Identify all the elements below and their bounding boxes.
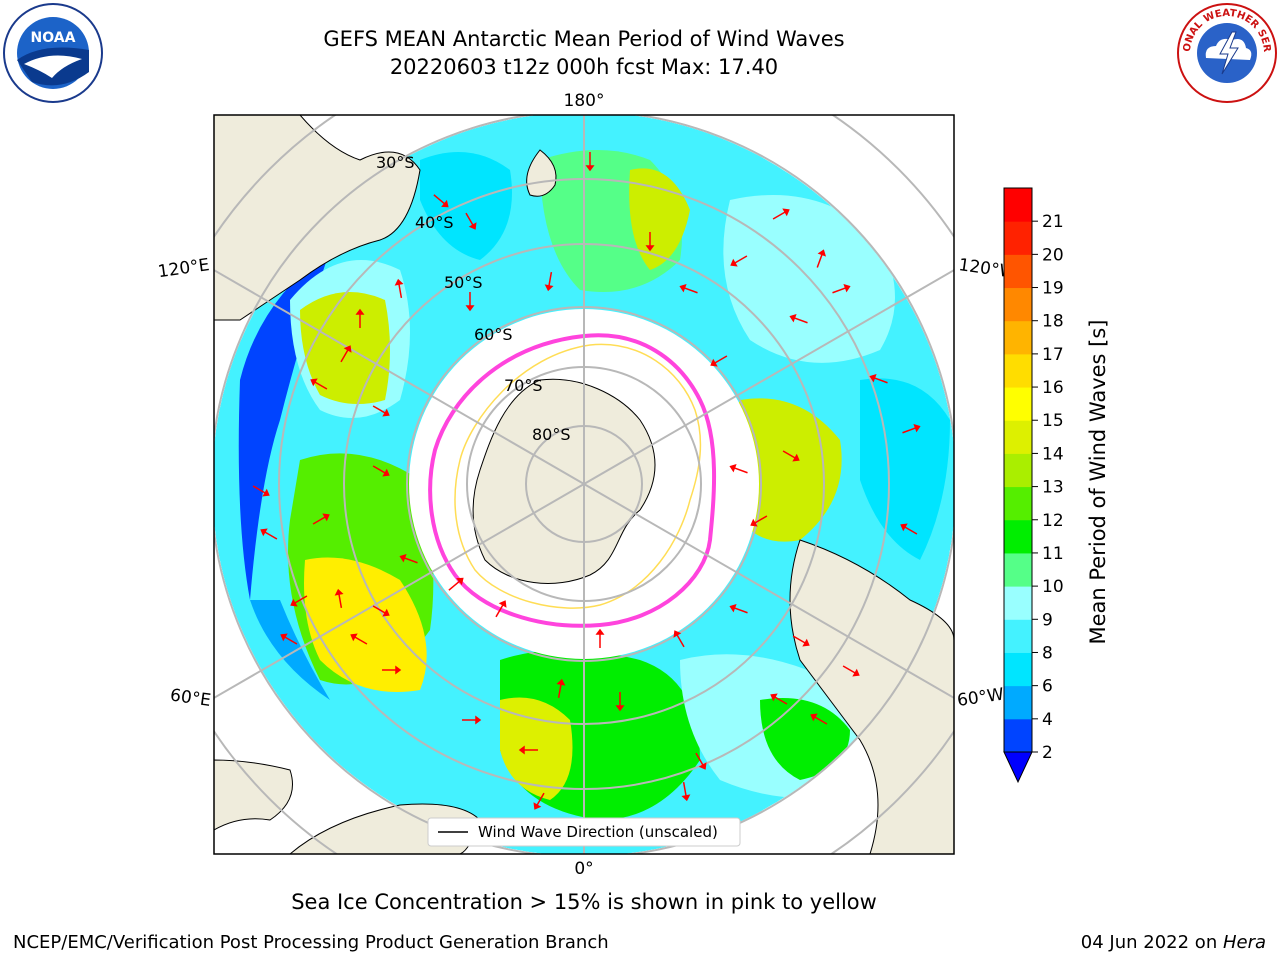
colorbar-tick-label: 16	[1042, 378, 1064, 398]
colorbar-band	[1004, 718, 1032, 753]
colorbar-band	[1004, 353, 1032, 388]
colorbar-tick-label: 10	[1042, 577, 1064, 597]
noaa-logo-text: NOAA	[31, 30, 76, 46]
lat-label-30s: 30°S	[376, 153, 415, 172]
colorbar-band	[1004, 287, 1032, 322]
colorbar-band	[1004, 453, 1032, 488]
lat-label-40s: 40°S	[415, 213, 454, 232]
footer-date: 04 Jun 2022 on Hera	[1080, 932, 1266, 953]
colorbar-band	[1004, 685, 1032, 720]
colorbar-tick-label: 13	[1042, 478, 1064, 498]
lon-label-bottom: 0°	[574, 859, 593, 879]
wind-arrows	[252, 152, 921, 810]
colorbar-extend-arrow	[1003, 751, 1033, 784]
colorbar-tick-label: 2	[1042, 743, 1053, 763]
footer-branch: NCEP/EMC/Verification Post Processing Pr…	[13, 932, 609, 953]
colorbar-band	[1004, 320, 1032, 355]
colorbar-tick-label: 6	[1042, 677, 1053, 697]
australia-land	[214, 115, 421, 321]
madagascar-land	[214, 759, 293, 831]
lon-label-60w: 60°W	[956, 685, 1005, 711]
colorbar-tick-label: 21	[1042, 212, 1064, 232]
new-zealand-land	[526, 149, 557, 197]
colorbar-tick-label: 15	[1042, 411, 1064, 431]
antarctica-land	[472, 378, 656, 584]
south-america-land	[789, 539, 954, 854]
legend-label: Wind Wave Direction (unscaled)	[478, 823, 718, 841]
lat-label-50s: 50°S	[444, 273, 483, 292]
lon-label-120e: 120°E	[157, 255, 211, 282]
colorbar-band	[1004, 619, 1032, 653]
colorbar-tick-label: 11	[1042, 544, 1064, 564]
lat-label-70s: 70°S	[504, 376, 543, 395]
sea-ice-caption: Sea Ice Concentration > 15% is shown in …	[291, 890, 877, 914]
colorbar-tick-label: 12	[1042, 511, 1064, 531]
colorbar-band	[1004, 652, 1032, 687]
map-subtitle: 20220603 t12z 000h fcst Max: 17.40	[389, 55, 779, 79]
colorbar-tick-label: 9	[1042, 610, 1053, 630]
colorbar-band	[1004, 552, 1032, 587]
colorbar-tick-label: 19	[1042, 279, 1064, 299]
colorbar-tick-label: 4	[1042, 710, 1053, 730]
colorbar: 2 4 6 8 9 10 11 12 13 14 15 16 17 18 19 20 21	[1003, 187, 1064, 784]
colorbar-tick-label: 20	[1042, 245, 1064, 265]
graticule	[214, 115, 954, 854]
colorbar-bands	[1004, 188, 1032, 753]
lat-label-80s: 80°S	[532, 425, 571, 444]
colorbar-label: Mean Period of Wind Waves [s]	[1086, 319, 1110, 645]
map-legend: Wind Wave Direction (unscaled)	[427, 817, 741, 847]
colorbar-band	[1004, 188, 1032, 222]
colorbar-band	[1004, 486, 1032, 521]
colorbar-band	[1004, 254, 1032, 289]
colorbar-band	[1004, 420, 1032, 454]
map-frame	[213, 114, 955, 855]
lat-label-60s: 60°S	[474, 325, 513, 344]
map-title: GEFS MEAN Antarctic Mean Period of Wind …	[323, 27, 845, 51]
colorbar-tick-label: 17	[1042, 345, 1064, 365]
colorbar-band	[1004, 387, 1032, 421]
colorbar-ticks: 2 4 6 8 9 10 11 12 13 14 15 16 17 18 19 20 21	[1032, 212, 1064, 763]
footer-host: Hera	[1222, 932, 1266, 953]
colorbar-band	[1004, 519, 1032, 554]
nws-logo-icon: NATIONAL WEATHER SERVICE	[1176, 2, 1277, 103]
lon-label-top: 180°	[564, 91, 605, 111]
colorbar-tick-label: 14	[1042, 444, 1064, 464]
lon-label-60e: 60°E	[169, 685, 212, 710]
colorbar-band	[1004, 586, 1032, 620]
colorbar-tick-label: 18	[1042, 312, 1064, 332]
colorbar-tick-label: 8	[1042, 643, 1053, 663]
noaa-logo-icon: NOAA	[3, 3, 103, 103]
colorbar-band	[1004, 221, 1032, 255]
